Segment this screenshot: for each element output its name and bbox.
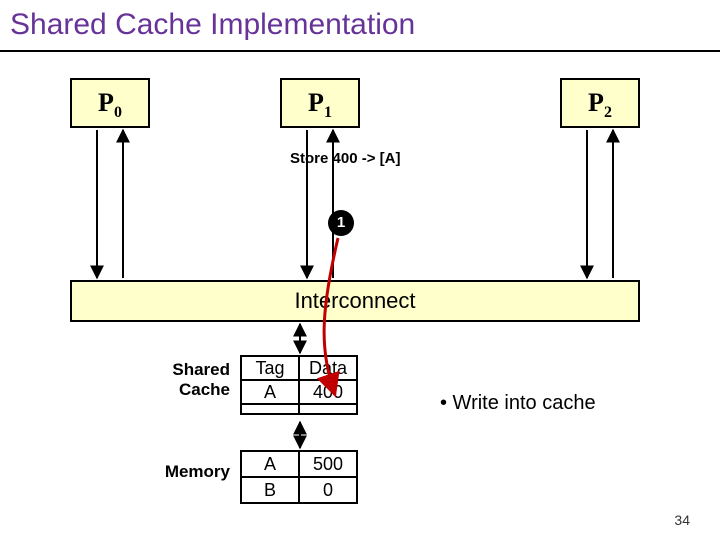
shared-cache-label: Shared Cache — [150, 360, 230, 400]
p1-sub: 1 — [324, 104, 332, 121]
memory-row-b: B 0 — [241, 477, 357, 503]
processor-p1: P1 — [280, 78, 360, 128]
store-label: Store 400 -> [A] — [290, 150, 400, 167]
memory-row-a: A 500 — [241, 451, 357, 477]
memory-table: A 500 B 0 — [240, 450, 358, 504]
cache-tag-a: A — [241, 380, 299, 404]
cache-data-a: 400 — [299, 380, 357, 404]
p2-sub: 2 — [604, 104, 612, 121]
cache-col-tag: Tag — [241, 356, 299, 380]
interconnect-box: Interconnect — [70, 280, 640, 322]
mem-tag-a: A — [241, 451, 299, 477]
memory-label: Memory — [150, 462, 230, 482]
mem-val-b: 0 — [299, 477, 357, 503]
cache-col-data: Data — [299, 356, 357, 380]
p0-sub: 0 — [114, 104, 122, 121]
step-1-badge: 1 — [328, 210, 354, 236]
processor-p2: P2 — [560, 78, 640, 128]
mem-val-a: 500 — [299, 451, 357, 477]
cache-header-row: Tag Data — [241, 356, 357, 380]
shared-cache-table: Tag Data A 400 — [240, 355, 358, 415]
processor-p0: P0 — [70, 78, 150, 128]
bullet-write-cache: • Write into cache — [440, 392, 596, 415]
cache-blank-row — [241, 404, 357, 414]
title-underline — [0, 50, 720, 52]
cache-row-a: A 400 — [241, 380, 357, 404]
shared-label-l1: Shared — [172, 360, 230, 379]
slide-title: Shared Cache Implementation — [10, 8, 415, 42]
mem-tag-b: B — [241, 477, 299, 503]
shared-label-l2: Cache — [179, 380, 230, 399]
slide-number: 34 — [674, 512, 690, 528]
